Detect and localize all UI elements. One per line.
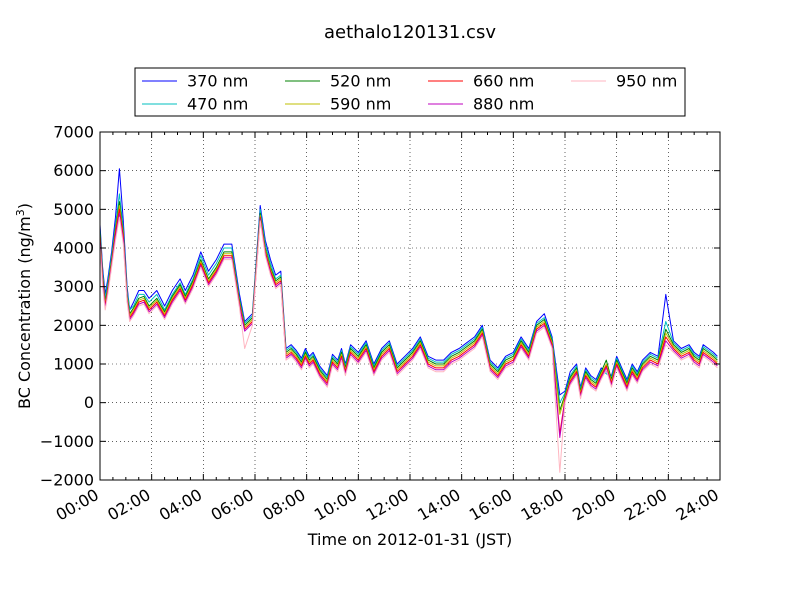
- legend-label: 520 nm: [330, 72, 391, 91]
- series-line-520-nm: [99, 201, 718, 411]
- y-tick-label: 6000: [53, 161, 94, 180]
- series-lines: [99, 168, 718, 473]
- series-line-950-nm: [99, 216, 718, 473]
- x-axis-label: Time on 2012-01-31 (JST): [307, 530, 512, 549]
- y-tick-label: −1000: [40, 432, 94, 451]
- y-tick-label: 4000: [53, 239, 94, 258]
- series-line-880-nm: [99, 212, 718, 438]
- series-line-590-nm: [99, 205, 718, 415]
- y-tick-label: 1000: [53, 355, 94, 374]
- series-line-660-nm: [99, 208, 718, 435]
- y-tick-label: 0: [84, 393, 94, 412]
- legend-label: 470 nm: [187, 95, 248, 114]
- legend-label: 950 nm: [616, 72, 677, 91]
- y-tick-label: 3000: [53, 277, 94, 296]
- legend-frame: [134, 67, 686, 117]
- legend-label: 880 nm: [473, 95, 534, 114]
- y-tick-label: −2000: [40, 471, 94, 490]
- y-axis-label-main: BC Concentration (ng/m: [15, 216, 34, 409]
- y-tick-label: 2000: [53, 316, 94, 335]
- series-line-470-nm: [99, 193, 718, 404]
- legend-label: 370 nm: [187, 72, 248, 91]
- y-tick-label: 5000: [53, 200, 94, 219]
- y-axis-label-suffix: ): [15, 203, 34, 209]
- legend-label: 590 nm: [330, 95, 391, 114]
- legend: 370 nm 470 nm 520 nm 590 nm 660 nm 880 nm 950 …: [134, 67, 686, 117]
- legend-label: 660 nm: [473, 72, 534, 91]
- y-tick-label: 7000: [53, 123, 94, 142]
- y-tick-labels: −2000 −1000 0 1000 2000 3000 4000 5000 6000 7000: [40, 123, 94, 490]
- axis-ticks: [99, 131, 721, 481]
- y-axis-label-sup: 3: [14, 209, 27, 216]
- chart-title: aethalo120131.csv: [324, 22, 496, 43]
- plot-area: [100, 132, 720, 480]
- y-axis-label: BC Concentration (ng/m3): [14, 203, 34, 409]
- series-line-370-nm: [99, 168, 718, 396]
